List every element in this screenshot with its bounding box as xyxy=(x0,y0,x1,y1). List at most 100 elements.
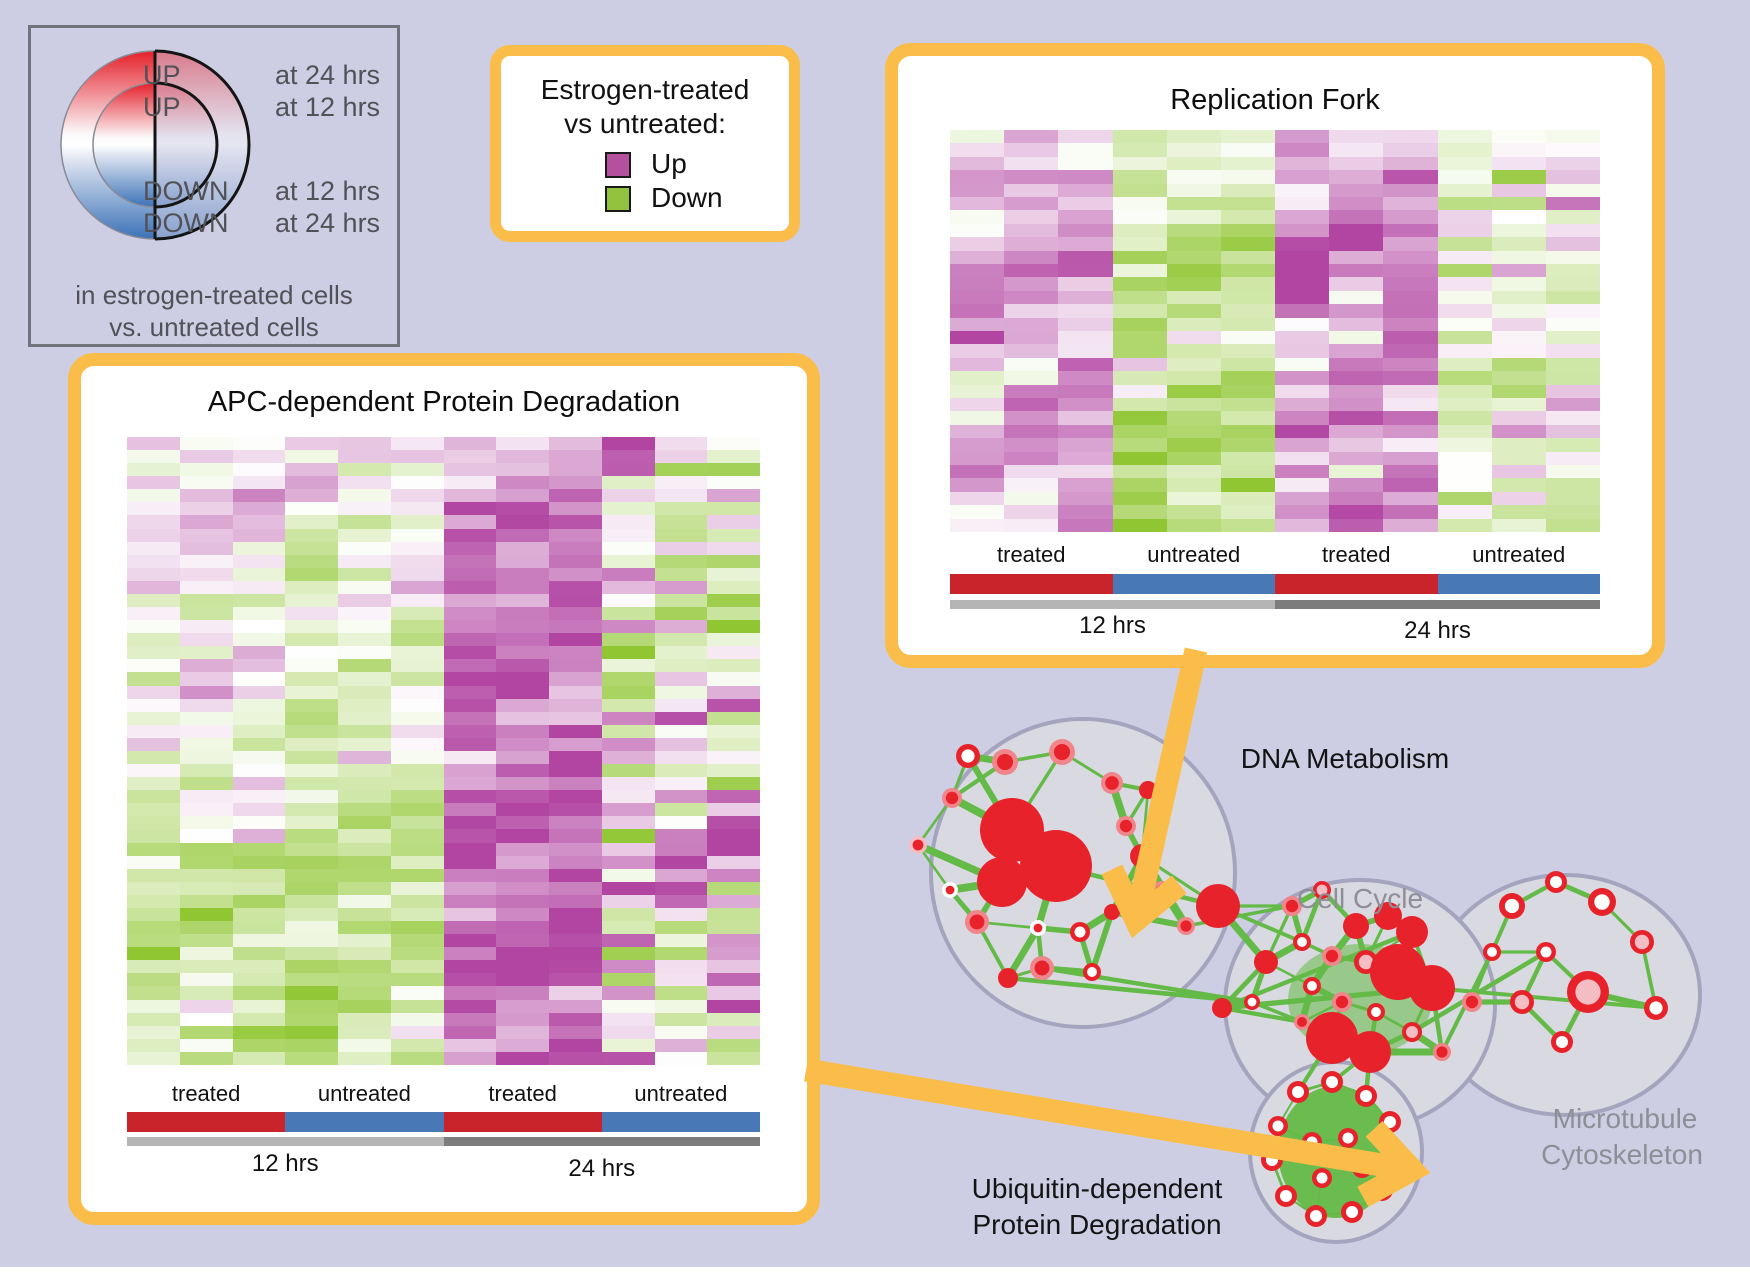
microtubule-label-line2: Cytoskeleton xyxy=(1541,1139,1703,1170)
heatmap-cell xyxy=(601,672,655,686)
heatmap-cell xyxy=(443,855,497,869)
heatmap-cell xyxy=(443,724,497,738)
network-edge xyxy=(1311,1141,1323,1179)
heatmap-cell xyxy=(1329,130,1384,144)
heatmap-cell xyxy=(707,593,760,608)
heatmap-cell xyxy=(1275,143,1330,157)
gene-node-ring xyxy=(1261,1149,1283,1171)
heatmap-cell xyxy=(1383,277,1438,291)
heatmap-cell xyxy=(1275,438,1330,452)
heatmap-cell xyxy=(496,580,549,594)
heatmap-cell xyxy=(601,960,655,974)
heatmap-cell xyxy=(654,567,708,581)
heatmap-cell xyxy=(1058,491,1113,506)
network-edge xyxy=(1365,931,1413,963)
heatmap-cell xyxy=(1383,330,1438,345)
heatmap-cell xyxy=(1275,451,1330,465)
heatmap-cell xyxy=(1004,371,1059,385)
heatmap-cell xyxy=(127,685,180,699)
heatmap-cell xyxy=(1166,491,1221,506)
heatmap-cell xyxy=(707,737,760,751)
heatmap-cell xyxy=(390,894,444,908)
network-edge xyxy=(1141,854,1219,908)
heatmap-cell xyxy=(601,489,655,503)
arrow-shaft xyxy=(1126,647,1208,913)
network-edge xyxy=(1004,750,1063,764)
gene-node-ring xyxy=(1402,1022,1422,1042)
heatmap-cell xyxy=(390,528,444,542)
heatmap-cell xyxy=(1166,170,1221,184)
time-label-24hrs: 24 hrs xyxy=(568,1155,636,1182)
heatmap-cell xyxy=(496,881,549,895)
gene-node-center xyxy=(961,749,975,763)
heatmap-cell xyxy=(127,842,180,856)
heatmap-cell xyxy=(1437,478,1492,492)
heatmap-cell xyxy=(707,450,760,464)
heatmap-cell xyxy=(232,502,286,516)
heatmap-cell xyxy=(390,947,444,961)
heatmap-cell xyxy=(1383,250,1438,264)
heatmap-cell xyxy=(179,803,233,817)
heatmap-cell xyxy=(443,554,497,568)
heatmap-cell xyxy=(285,724,338,738)
heatmap-cell xyxy=(285,868,338,882)
heatmap-cell xyxy=(601,528,655,542)
heatmap-cell xyxy=(1220,371,1275,385)
gene-node-center xyxy=(1383,1115,1397,1129)
network-edge xyxy=(1600,900,1644,944)
network-edge xyxy=(1221,929,1413,1011)
network-edge xyxy=(1410,987,1434,1033)
heatmap-cell xyxy=(601,855,655,869)
heatmap-cell xyxy=(549,934,602,948)
heatmap-cell xyxy=(338,528,391,542)
heatmap-cell xyxy=(1112,397,1167,412)
heatmap-cell xyxy=(1437,304,1492,318)
heatmap-cell xyxy=(654,934,708,948)
heatmap-cell xyxy=(707,489,760,503)
heatmap-cell xyxy=(338,515,391,529)
edge-bundle-blob xyxy=(1288,944,1432,1056)
heatmap-cell xyxy=(1329,344,1384,358)
heatmap-cell xyxy=(232,986,286,1000)
gene-node-ring xyxy=(1321,1071,1343,1093)
heatmap-cell xyxy=(1545,317,1600,331)
gene-node-center xyxy=(1316,884,1328,896)
gene-node-ring xyxy=(1313,881,1331,899)
gene-node-halo xyxy=(965,910,989,934)
heatmap-cell xyxy=(1112,518,1167,532)
heatmap-cell xyxy=(338,842,391,856)
gene-node-center xyxy=(1309,1209,1323,1223)
heatmap-cell xyxy=(390,960,444,974)
heatmap-cell xyxy=(950,371,1005,385)
gene-node-solid xyxy=(1409,965,1455,1011)
cluster-circle-mt xyxy=(1428,873,1702,1117)
heatmap-cell xyxy=(496,646,549,660)
heatmap-cell xyxy=(127,803,180,817)
legend-down-24-dir: DOWN xyxy=(143,208,229,238)
heatmap-cell xyxy=(654,659,708,673)
heatmap-cell xyxy=(179,973,233,987)
heatmap-cell xyxy=(232,829,286,843)
heatmap-cell xyxy=(179,724,233,738)
gene-node-solid xyxy=(1370,944,1426,1000)
network-edge xyxy=(1587,989,1657,1011)
heatmap-cell xyxy=(232,672,286,686)
heatmap-cell xyxy=(1220,317,1275,331)
heatmap-cell xyxy=(549,842,602,856)
gene-node-ring xyxy=(1644,996,1668,1020)
heatmap-cell xyxy=(707,620,760,634)
network-edge xyxy=(949,878,1003,894)
heatmap-cell xyxy=(1004,330,1059,345)
network-edge xyxy=(1277,1124,1313,1144)
heatmap-cell xyxy=(443,737,497,751)
heatmap-cell xyxy=(1329,411,1384,425)
gene-node-halo xyxy=(1294,1014,1310,1030)
network-edge xyxy=(975,921,1010,979)
heatmap-cell xyxy=(1545,371,1600,385)
heatmap-cell xyxy=(1545,170,1600,184)
heatmap-cell xyxy=(232,907,286,922)
heatmap-cell xyxy=(443,750,497,765)
heatmap-cell xyxy=(127,999,180,1013)
heatmap-cell xyxy=(1437,290,1492,305)
heatmap-cell xyxy=(338,437,391,451)
